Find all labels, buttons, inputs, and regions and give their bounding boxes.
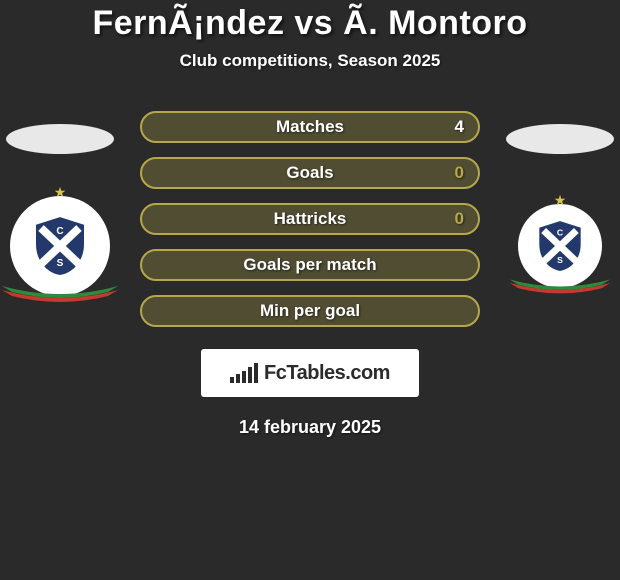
fctables-watermark: FcTables.com: [201, 349, 419, 397]
stat-label: Goals: [286, 163, 333, 183]
bar: [242, 371, 246, 383]
svg-text:C: C: [56, 226, 63, 237]
date-label: 14 february 2025: [239, 417, 381, 438]
stat-row: Hattricks 0: [140, 203, 480, 235]
svg-text:S: S: [57, 258, 64, 269]
svg-text:A: A: [545, 241, 551, 251]
svg-text:S: S: [557, 255, 563, 265]
stat-value-right: 0: [455, 163, 464, 183]
ribbon-icon: [508, 272, 612, 294]
stat-value-right: 4: [455, 117, 464, 137]
shield-icon: C A V S: [535, 218, 585, 274]
svg-text:V: V: [569, 241, 575, 251]
subtitle: Club competitions, Season 2025: [180, 51, 441, 71]
svg-text:V: V: [71, 242, 78, 253]
right-club-badge: ★ C A V S: [518, 204, 602, 288]
stat-label: Matches: [276, 117, 344, 137]
svg-text:A: A: [42, 242, 49, 253]
stat-row: Min per goal: [140, 295, 480, 327]
shield-icon: C A V S: [31, 214, 89, 278]
bar: [248, 367, 252, 383]
left-player-silhouette: [6, 124, 114, 154]
bar: [230, 377, 234, 383]
bar: [236, 374, 240, 383]
stat-row: Goals per match: [140, 249, 480, 281]
ribbon-icon: [0, 278, 120, 302]
left-club-badge: ★ C A V S: [10, 196, 110, 296]
left-player-column: ★ C A V S: [0, 0, 150, 400]
stat-value-right: 0: [455, 209, 464, 229]
fctables-label: FcTables.com: [264, 362, 390, 385]
stat-row: Goals 0: [140, 157, 480, 189]
stat-rows: Matches 4 Goals 0 Hattricks 0 Goals per match M…: [140, 111, 480, 327]
stat-label: Goals per match: [243, 255, 376, 275]
stat-label: Hattricks: [274, 209, 347, 229]
svg-text:C: C: [557, 228, 563, 238]
star-icon: ★: [554, 192, 567, 209]
bar: [254, 363, 258, 383]
stat-row: Matches 4: [140, 111, 480, 143]
star-icon: ★: [54, 184, 67, 201]
page-title: FernÃ¡ndez vs Ã. Montoro: [92, 4, 527, 43]
right-player-column: ★ C A V S: [470, 0, 620, 400]
bars-icon: [230, 363, 258, 383]
right-player-silhouette: [506, 124, 614, 154]
content-area: FernÃ¡ndez vs Ã. Montoro Club competitio…: [0, 0, 620, 580]
stat-label: Min per goal: [260, 301, 360, 321]
